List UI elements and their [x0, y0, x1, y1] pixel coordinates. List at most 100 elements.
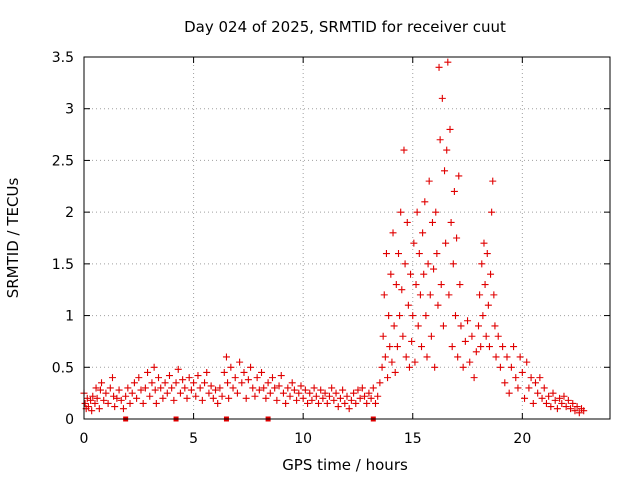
data-point — [412, 281, 420, 289]
data-point — [379, 332, 387, 340]
data-point — [420, 270, 428, 278]
data-point — [408, 337, 416, 345]
data-point — [89, 392, 97, 400]
data-point — [119, 405, 127, 413]
data-point — [332, 389, 340, 397]
data-point — [205, 389, 213, 397]
data-point — [334, 403, 342, 411]
data-point — [144, 368, 152, 376]
data-point — [117, 396, 125, 404]
data-point — [553, 405, 561, 413]
data-point — [490, 291, 498, 299]
data-point — [385, 312, 393, 320]
data-point — [277, 372, 285, 380]
data-point — [187, 386, 195, 394]
data-point — [466, 358, 474, 366]
data-point — [400, 146, 408, 154]
data-point — [130, 379, 138, 387]
data-point — [299, 394, 307, 402]
data-point — [376, 379, 384, 387]
data-point — [113, 394, 121, 402]
data-point — [451, 312, 459, 320]
data-point — [319, 394, 327, 402]
data-point — [212, 386, 219, 394]
data-point — [284, 384, 292, 392]
data-point — [207, 382, 215, 390]
data-point — [325, 392, 333, 400]
data-point — [183, 394, 191, 402]
data-point — [453, 234, 461, 242]
data-point — [273, 396, 281, 404]
data-point — [369, 384, 377, 392]
data-point — [478, 260, 486, 268]
data-point — [218, 392, 226, 400]
data-point — [491, 322, 499, 330]
data-point — [470, 374, 478, 382]
data-point — [468, 332, 476, 340]
data-point — [317, 386, 325, 394]
data-point — [393, 343, 401, 351]
data-point — [128, 389, 136, 397]
data-point — [569, 399, 577, 407]
data-point — [345, 405, 353, 413]
data-point — [387, 270, 395, 278]
data-point — [407, 270, 415, 278]
data-point — [549, 389, 557, 397]
data-point — [341, 399, 349, 407]
data-point — [482, 332, 490, 340]
data-point — [575, 409, 583, 417]
data-point — [580, 407, 588, 415]
data-point — [92, 384, 100, 392]
data-point — [441, 167, 449, 175]
data-point — [271, 384, 279, 392]
data-point — [122, 392, 130, 400]
data-point — [496, 363, 504, 371]
data-point — [225, 394, 233, 402]
data-point — [354, 386, 362, 394]
data-point — [293, 396, 301, 404]
data-point — [397, 208, 405, 216]
y-tick-label: 3 — [65, 102, 74, 118]
data-point — [157, 384, 165, 392]
data-point — [108, 374, 116, 382]
data-point — [343, 392, 351, 400]
data-point — [402, 353, 410, 361]
data-point — [95, 405, 103, 413]
data-point — [388, 358, 396, 366]
data-point — [410, 239, 418, 247]
data-point — [415, 250, 423, 258]
data-point — [501, 379, 509, 387]
data-point — [525, 384, 533, 392]
data-point — [260, 384, 268, 392]
data-point — [306, 389, 314, 397]
data-point — [115, 386, 123, 394]
data-point — [102, 389, 110, 397]
data-point — [547, 403, 555, 411]
data-point — [380, 291, 388, 299]
data-point — [558, 399, 566, 407]
data-point — [512, 374, 520, 382]
data-point — [384, 374, 392, 382]
data-point — [124, 384, 132, 392]
data-point — [371, 399, 379, 407]
data-point — [176, 389, 184, 397]
data-point — [104, 399, 112, 407]
data-point — [172, 379, 180, 387]
data-point — [562, 403, 570, 411]
data-point — [538, 394, 546, 402]
data-point — [249, 384, 257, 392]
data-point — [447, 218, 455, 226]
data-point — [510, 343, 518, 351]
data-point — [135, 374, 143, 382]
x-axis: 0 5 10 15 20 — [80, 57, 531, 447]
data-point — [514, 384, 522, 392]
data-point — [437, 281, 445, 289]
data-point — [427, 332, 435, 340]
data-point — [545, 392, 553, 400]
data-point — [529, 399, 537, 407]
data-point — [455, 172, 463, 180]
data-point — [516, 353, 524, 361]
data-point — [477, 343, 485, 351]
data-point — [536, 374, 544, 382]
data-point — [456, 281, 464, 289]
